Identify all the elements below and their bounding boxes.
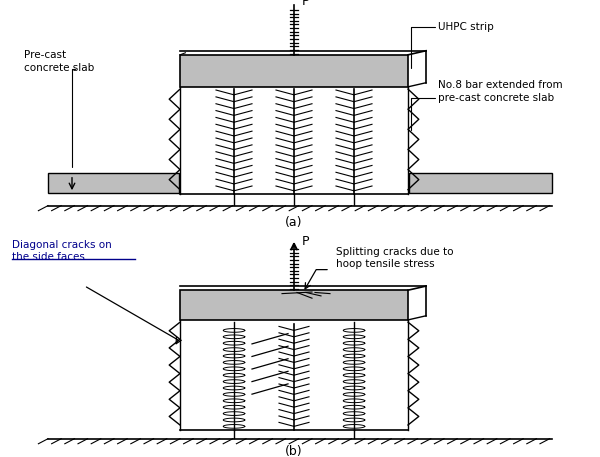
Text: UHPC strip: UHPC strip [438, 22, 494, 32]
Text: Diagonal cracks on
the side faces: Diagonal cracks on the side faces [12, 240, 112, 262]
Text: P: P [302, 234, 310, 248]
Polygon shape [180, 320, 408, 430]
Text: No.8 bar extended from
pre-cast concrete slab: No.8 bar extended from pre-cast concrete… [438, 80, 563, 103]
Text: P: P [302, 0, 310, 8]
Polygon shape [409, 172, 552, 193]
Text: (b): (b) [285, 445, 303, 457]
Polygon shape [180, 290, 408, 320]
Polygon shape [180, 87, 408, 194]
Text: Pre-cast
concrete slab: Pre-cast concrete slab [24, 50, 94, 73]
Text: Splitting cracks due to
hoop tensile stress: Splitting cracks due to hoop tensile str… [336, 247, 454, 269]
Polygon shape [180, 55, 408, 87]
Polygon shape [48, 172, 179, 193]
Text: (a): (a) [285, 216, 303, 229]
